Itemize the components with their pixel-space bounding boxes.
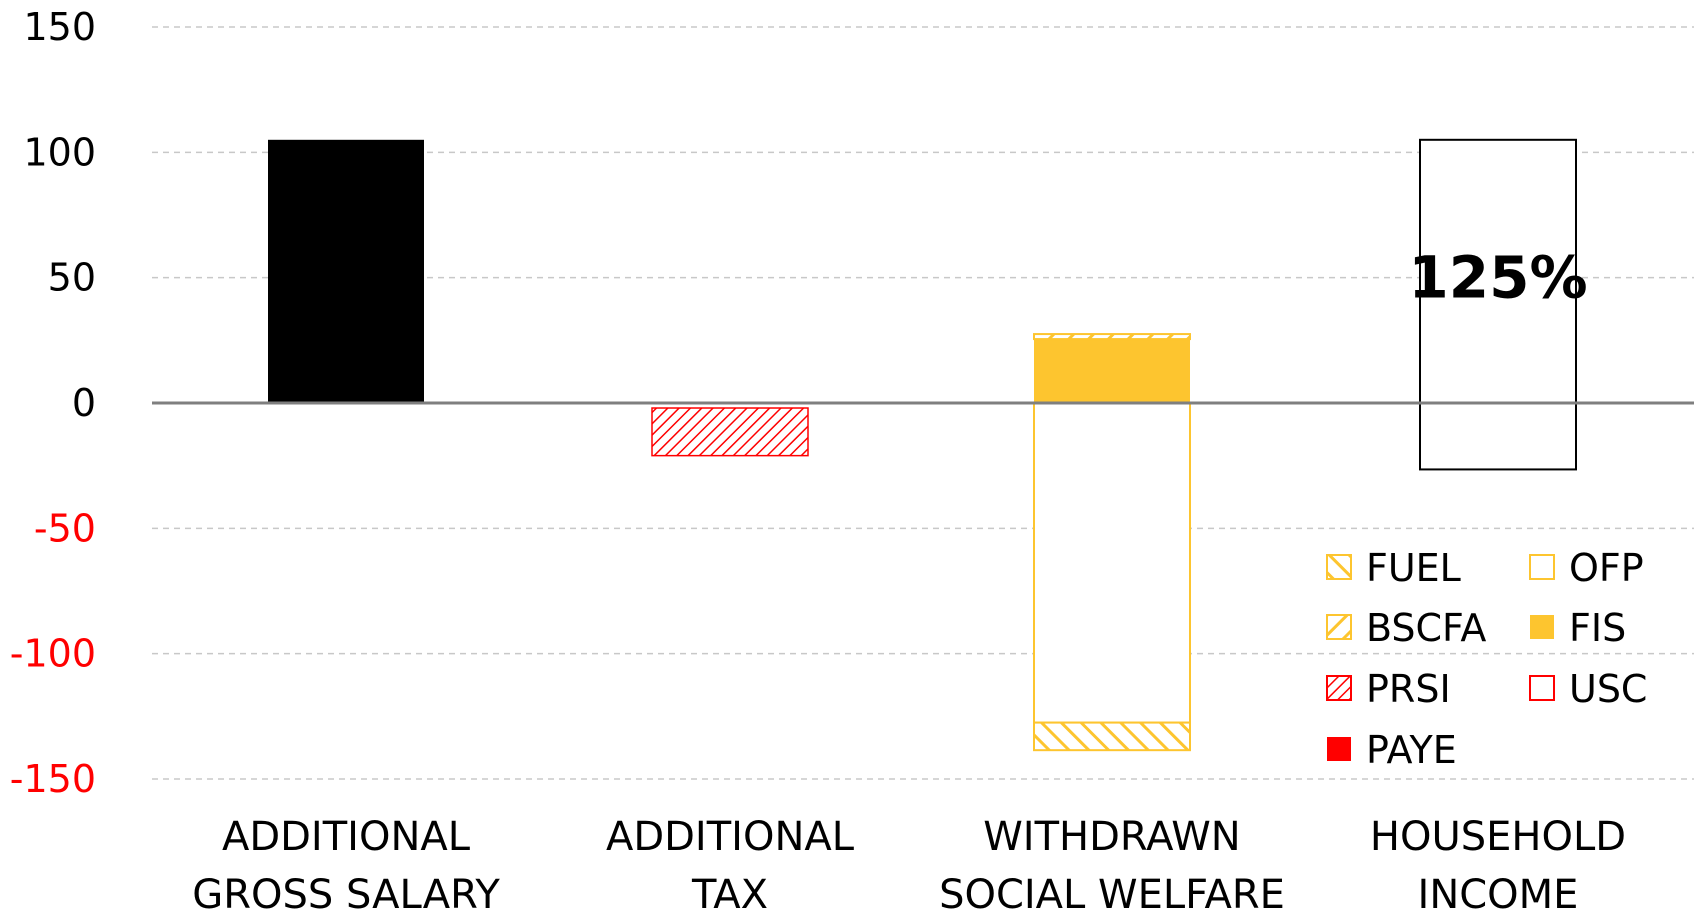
category-label: ADDITIONAL — [222, 814, 471, 860]
legend-swatch — [1529, 554, 1555, 580]
legend-swatch — [1529, 675, 1555, 701]
legend-label: OFP — [1569, 546, 1644, 590]
bar-segment-bscfa — [1033, 333, 1191, 341]
y-tick-label: -50 — [34, 506, 96, 550]
legend-label: BSCFA — [1366, 606, 1486, 650]
category-label: WITHDRAWN — [983, 814, 1240, 860]
bar-segment — [268, 139, 424, 404]
legend-label: USC — [1569, 667, 1647, 711]
y-tick-label: -100 — [10, 632, 96, 676]
y-tick-label: 150 — [23, 5, 96, 49]
category-label: TAX — [691, 872, 768, 914]
annotations: 125% — [1408, 244, 1587, 312]
legend-swatch — [1530, 615, 1554, 639]
legend-label: PRSI — [1366, 667, 1451, 711]
legend: FUEL OFP BSCFA FIS PRSI USC PAYE — [1326, 546, 1647, 772]
y-tick-label: 50 — [48, 256, 96, 300]
bar-annotation: 125% — [1408, 244, 1587, 312]
y-tick-label: -150 — [10, 757, 96, 801]
legend-swatch — [1326, 614, 1352, 640]
bar-segment-fis — [1034, 339, 1190, 403]
category-label: INCOME — [1418, 872, 1579, 914]
x-axis-category-labels: ADDITIONAL GROSS SALARY ADDITIONAL TAX WITHD… — [192, 814, 1626, 914]
y-axis-tick-labels: 150 100 50 0 -50 -100 -150 — [10, 5, 96, 801]
legend-label: FIS — [1569, 606, 1626, 650]
category-label: SOCIAL WELFARE — [939, 872, 1285, 914]
y-tick-label: 100 — [23, 130, 96, 174]
category-label: ADDITIONAL — [606, 814, 855, 860]
legend-label: PAYE — [1366, 728, 1457, 772]
legend-label: FUEL — [1366, 546, 1461, 590]
y-tick-label: 0 — [72, 381, 96, 425]
legend-swatch — [1327, 737, 1351, 761]
bar-segment-prsi — [651, 407, 809, 457]
bar-segment-fuel — [1033, 721, 1191, 752]
legend-swatch — [1326, 675, 1352, 701]
bar-segment-ofp — [1033, 402, 1191, 724]
category-label: HOUSEHOLD — [1370, 814, 1626, 860]
bars — [268, 138, 1577, 752]
bar-segment — [1419, 138, 1577, 471]
legend-swatch — [1326, 554, 1352, 580]
category-label: GROSS SALARY — [192, 872, 500, 914]
